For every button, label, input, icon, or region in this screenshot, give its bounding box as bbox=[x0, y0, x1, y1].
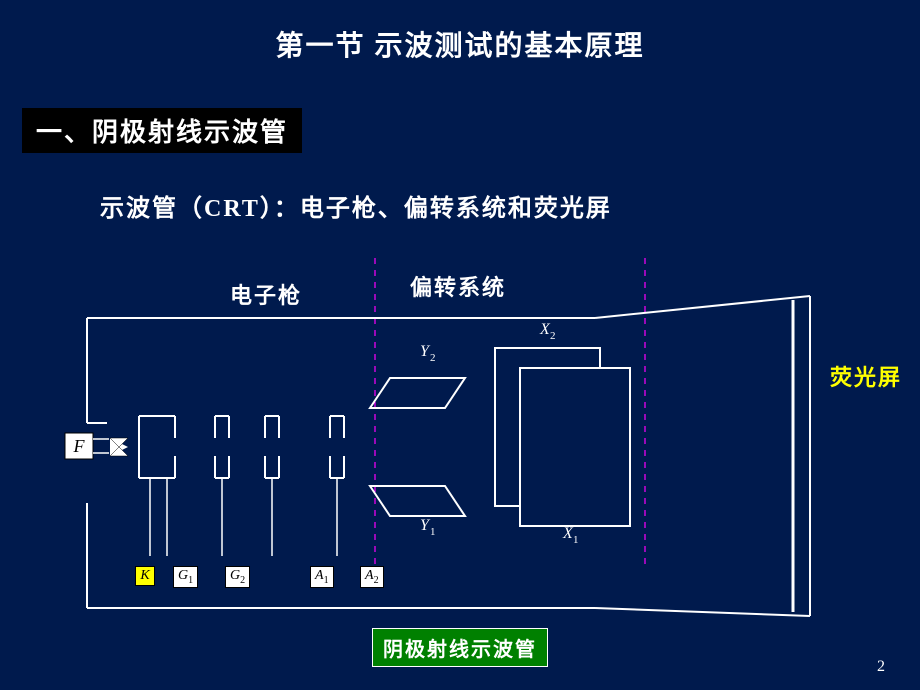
page-number: 2 bbox=[877, 658, 885, 676]
svg-text:2: 2 bbox=[550, 330, 556, 342]
electrode-label: A1 bbox=[310, 566, 334, 588]
electrode-label: G2 bbox=[225, 566, 250, 588]
label-electron-gun: 电子枪 bbox=[230, 278, 302, 310]
electrode-label: K bbox=[135, 566, 155, 586]
crt-svg: FY2Y1X2X1 bbox=[75, 308, 820, 608]
svg-text:1: 1 bbox=[573, 534, 579, 546]
crt-description: 示波管（CRT）：电子枪、偏转系统和荧光屏 bbox=[100, 188, 612, 223]
label-fluorescent-screen: 荧光屏 bbox=[830, 360, 902, 392]
electrode-label: A2 bbox=[360, 566, 384, 588]
svg-text:2: 2 bbox=[430, 352, 436, 364]
section-heading: 一、阴极射线示波管 bbox=[22, 108, 302, 153]
crt-diagram: FY2Y1X2X1 K G1 G2 A1 A2 bbox=[75, 308, 820, 608]
label-deflection-system: 偏转系统 bbox=[410, 270, 506, 302]
electrode-label: G1 bbox=[173, 566, 198, 588]
svg-text:1: 1 bbox=[430, 526, 436, 538]
svg-text:F: F bbox=[73, 436, 86, 456]
diagram-caption: 阴极射线示波管 bbox=[372, 628, 548, 667]
page-title: 第一节 示波测试的基本原理 bbox=[0, 24, 920, 64]
